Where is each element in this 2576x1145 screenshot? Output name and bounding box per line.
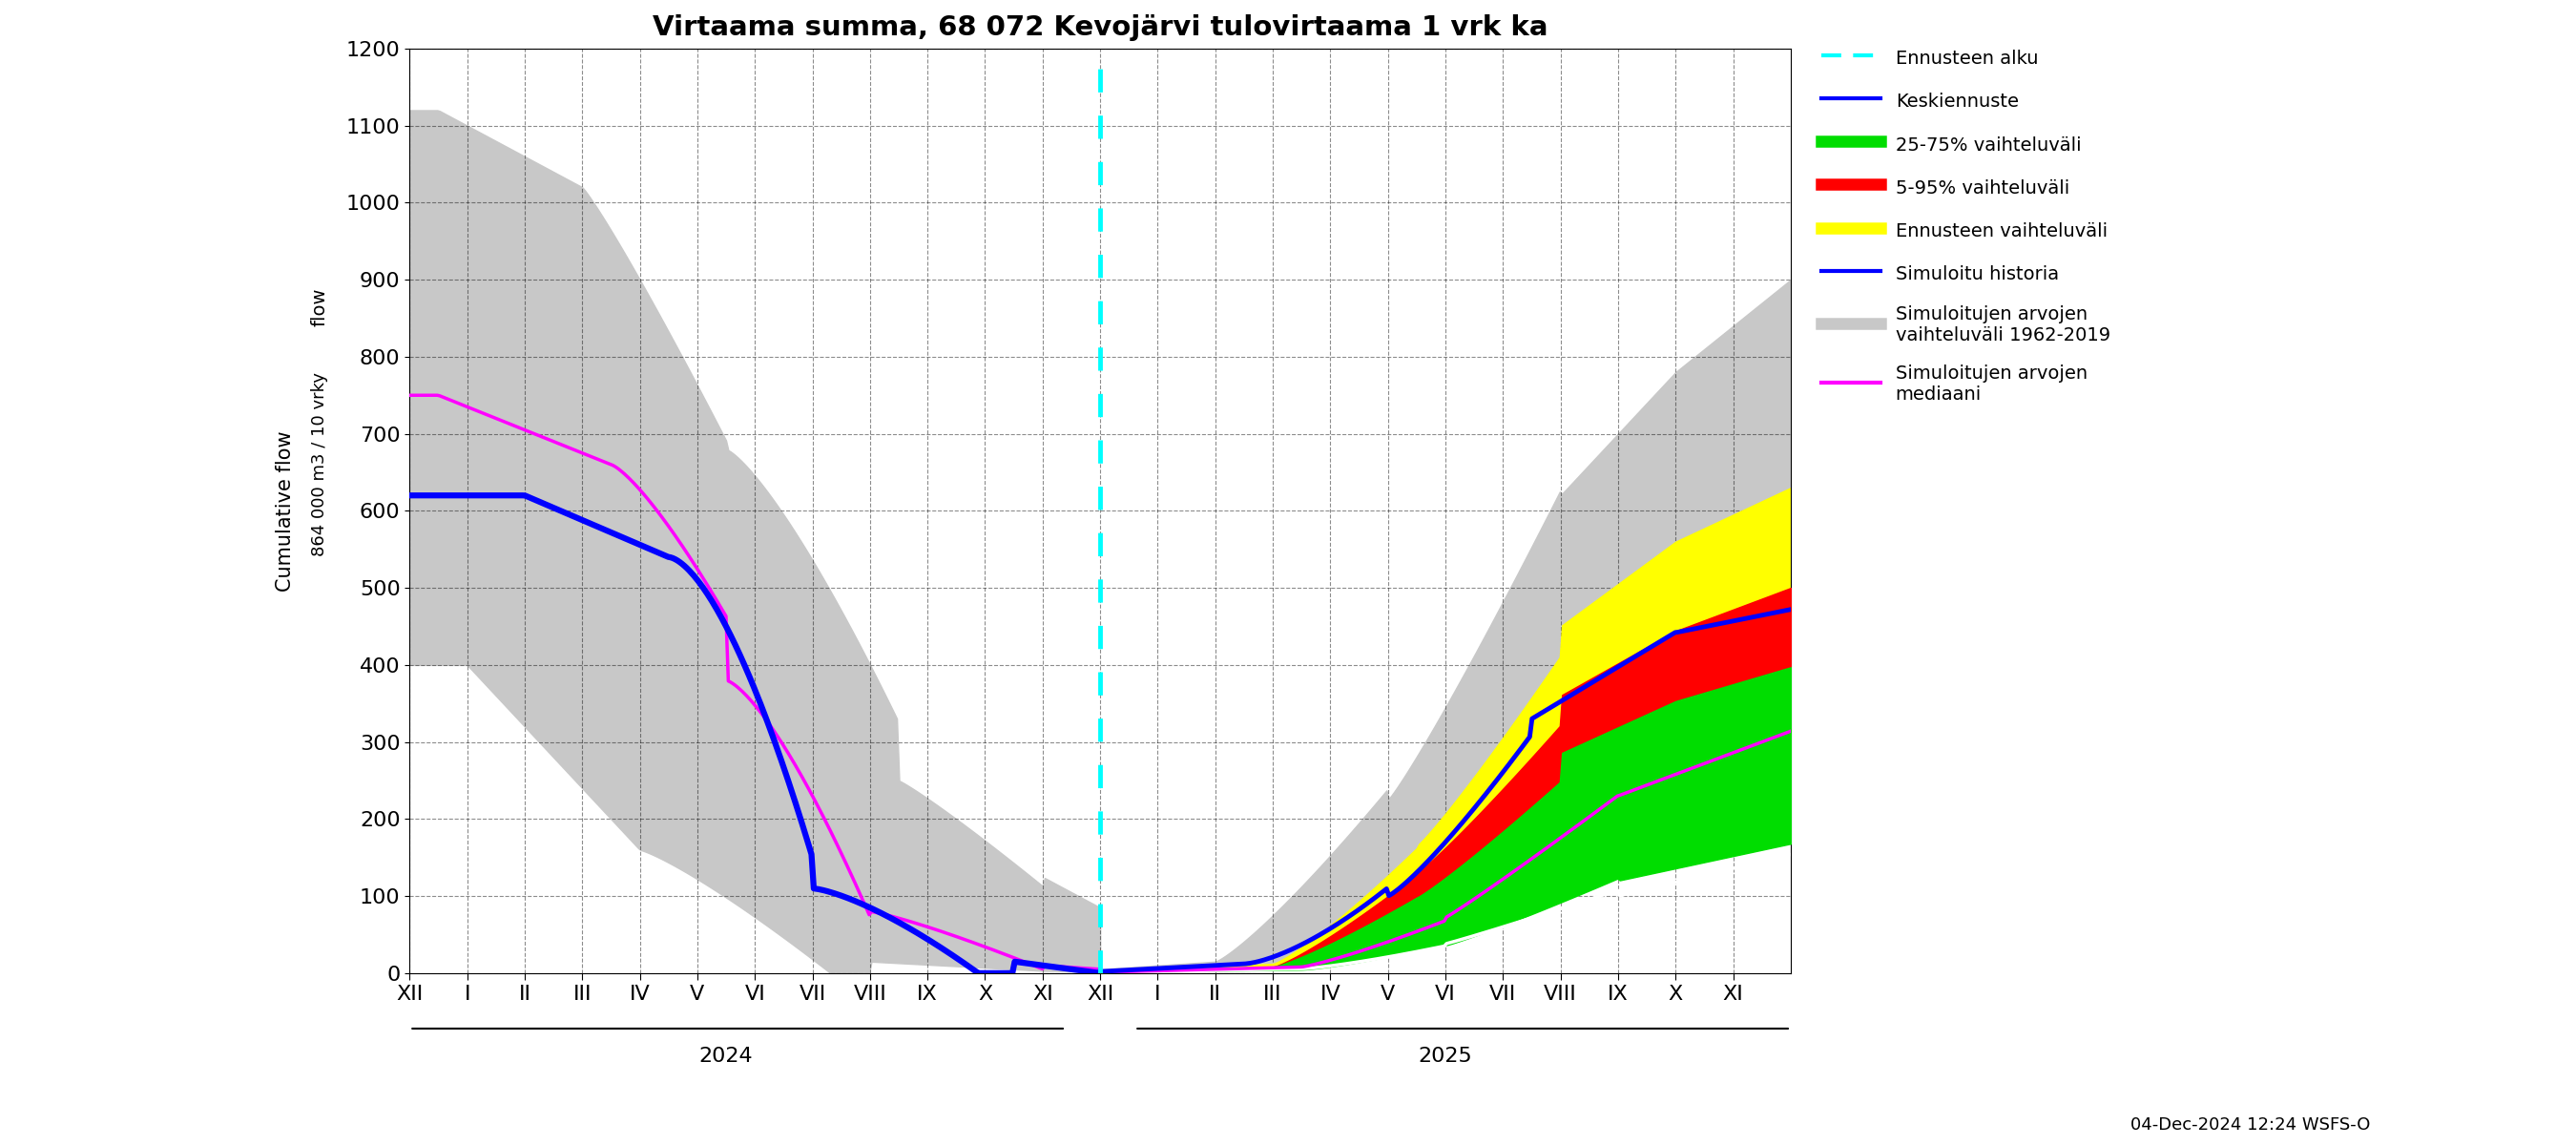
Text: Cumulative flow: Cumulative flow bbox=[276, 431, 294, 591]
Text: 04-Dec-2024 12:24 WSFS-O: 04-Dec-2024 12:24 WSFS-O bbox=[2130, 1116, 2370, 1134]
Text: flow: flow bbox=[312, 289, 330, 326]
Title: Virtaama summa, 68 072 Kevojärvi tulovirtaama 1 vrk ka: Virtaama summa, 68 072 Kevojärvi tulovir… bbox=[652, 14, 1548, 41]
Text: 2024: 2024 bbox=[698, 1047, 752, 1065]
Legend: Ennusteen alku, Keskiennuste, 25-75% vaihteluväli, 5-95% vaihteluväli, Ennusteen: Ennusteen alku, Keskiennuste, 25-75% vai… bbox=[1814, 39, 2117, 411]
Text: 864 000 m3 / 10 vrky: 864 000 m3 / 10 vrky bbox=[312, 372, 327, 556]
Text: 2025: 2025 bbox=[1419, 1047, 1473, 1065]
